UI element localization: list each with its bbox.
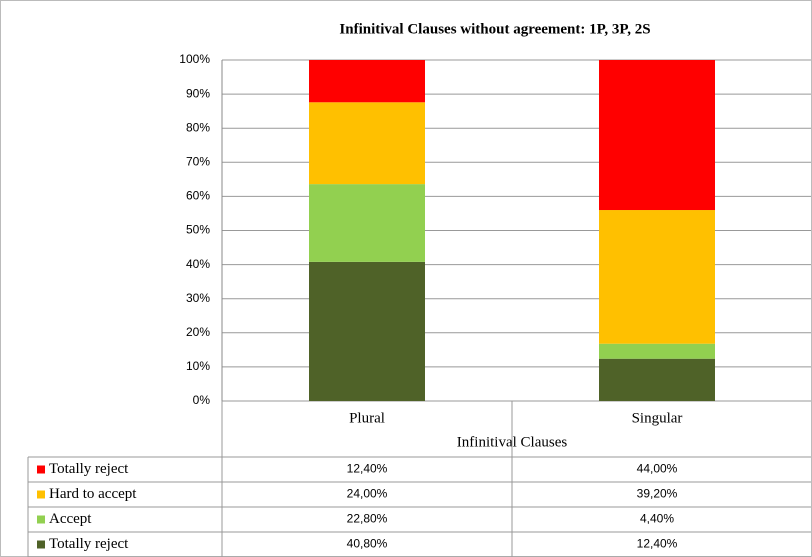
legend-label: Totally reject (49, 536, 129, 552)
data-label: 24,00% (347, 487, 388, 501)
legend-label: Totally reject (49, 461, 129, 477)
y-tick-label: 20% (186, 325, 210, 339)
legend-swatch (37, 515, 45, 524)
y-tick-label: 70% (186, 154, 210, 168)
y-tick-label: 90% (186, 86, 210, 100)
y-tick-label: 10% (186, 359, 210, 373)
x-tick-label: Plural (349, 410, 385, 426)
x-tick-label: Singular (632, 410, 683, 426)
data-label: 40,80% (347, 537, 388, 551)
bar-segment (309, 261, 425, 401)
legend-label: Hard to accept (49, 486, 137, 502)
y-tick-label: 100% (179, 52, 210, 66)
chart-title: Infinitival Clauses without agreement: 1… (339, 21, 650, 37)
data-label: 44,00% (637, 462, 678, 476)
bar-segment (309, 60, 425, 103)
legend-swatch (37, 490, 45, 499)
data-label: 22,80% (347, 512, 388, 526)
bar-segment (599, 358, 715, 401)
legend-swatch (37, 540, 45, 549)
data-label: 12,40% (347, 462, 388, 476)
bar-segment (599, 343, 715, 359)
data-label: 12,40% (637, 537, 678, 551)
y-tick-label: 30% (186, 291, 210, 305)
bar-segment (599, 60, 715, 211)
bar-segment (309, 102, 425, 185)
data-label: 39,20% (637, 487, 678, 501)
y-tick-label: 80% (186, 120, 210, 134)
legend-label: Accept (49, 511, 92, 527)
legend-swatch (37, 465, 45, 474)
y-tick-label: 60% (186, 189, 210, 203)
data-label: 4,40% (640, 512, 674, 526)
y-tick-label: 0% (193, 393, 211, 407)
y-tick-label: 50% (186, 223, 210, 237)
bar-segment (309, 184, 425, 262)
bar-segment (599, 210, 715, 344)
y-tick-label: 40% (186, 257, 210, 271)
